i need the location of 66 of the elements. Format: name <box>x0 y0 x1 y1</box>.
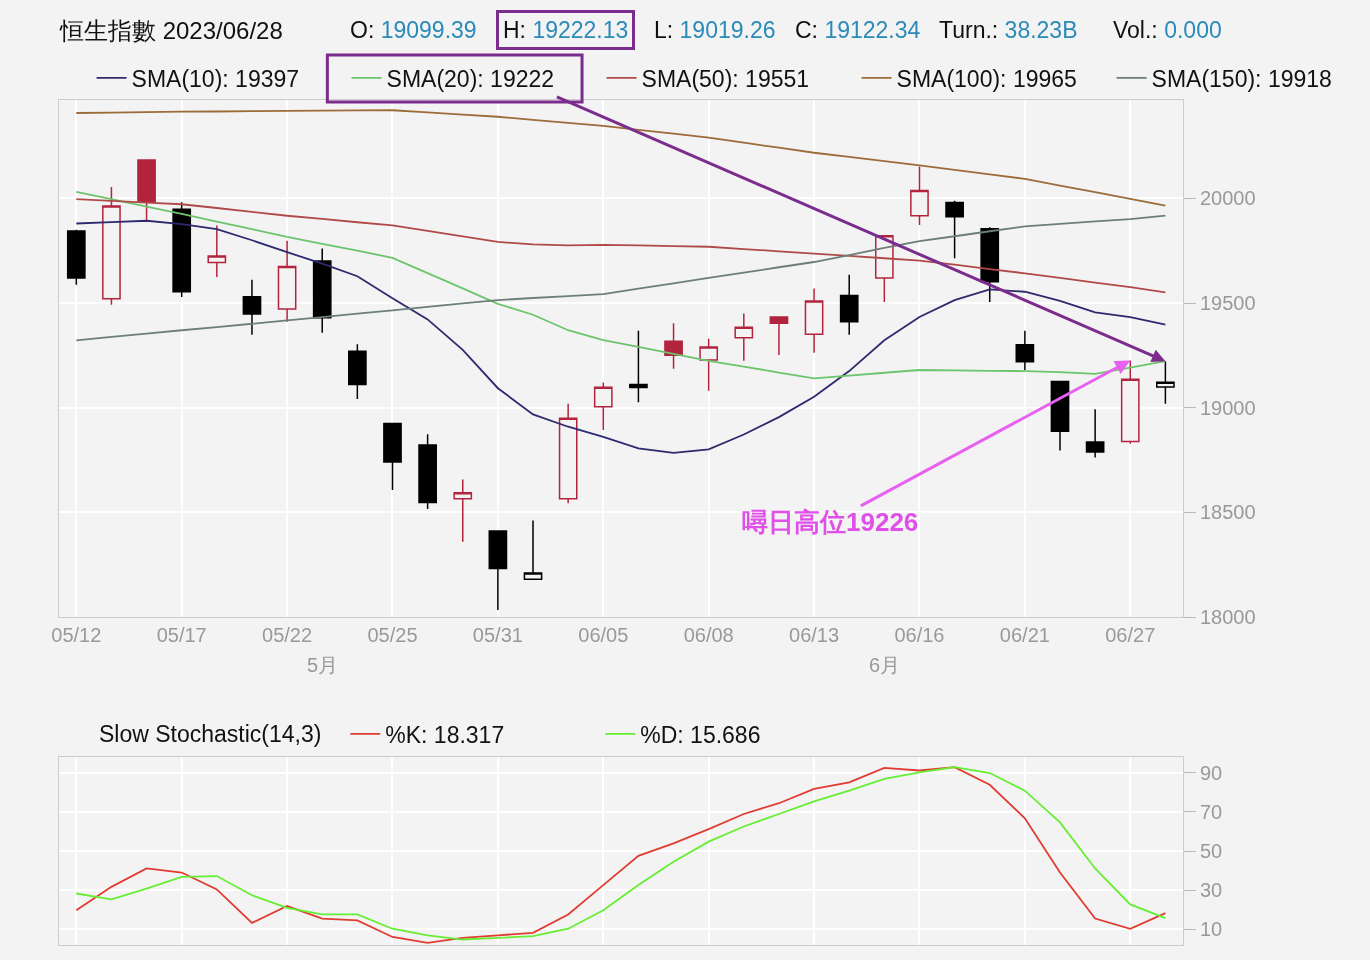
candlestick <box>1085 408 1105 459</box>
candlestick <box>137 159 156 223</box>
x-tick-label: 05/25 <box>367 624 418 646</box>
candlestick <box>664 322 683 370</box>
candlestick <box>383 422 402 491</box>
candlestick <box>945 199 964 259</box>
text: L: 19019.26 <box>654 17 776 43</box>
x-tick-label: 06/21 <box>999 624 1050 646</box>
text: Turn.: 38.23B <box>939 17 1078 43</box>
candlestick <box>1156 360 1175 405</box>
annotation: 噚日高位19226 <box>742 507 919 537</box>
legend-label: SMA(20): 19222 <box>386 65 555 92</box>
y-tick-label: 18000 <box>1199 606 1256 628</box>
x-tick-label: 06/27 <box>1105 624 1156 646</box>
text: C: 19122.34 <box>795 17 921 43</box>
candlestick <box>348 343 367 400</box>
y-tick-label: 18500 <box>1199 501 1256 524</box>
candlestick <box>769 316 789 356</box>
x-tick-label: 06/16 <box>894 624 945 646</box>
text: 6月 <box>869 654 901 676</box>
candlestick <box>980 226 1000 303</box>
line-series <box>75 109 1167 207</box>
text: 5月 <box>307 654 339 676</box>
candlestick <box>1015 330 1035 371</box>
y-tick-label: 10 <box>1199 918 1223 941</box>
y-tick-label: 90 <box>1199 761 1223 784</box>
chart-title: 恒生指數 2023/06/28 <box>59 17 283 44</box>
text: H: 19222.13 <box>503 17 629 43</box>
candlestick <box>242 279 262 336</box>
legend-label: SMA(10): 19397 <box>131 65 300 92</box>
x-tick-label: 06/13 <box>789 624 840 646</box>
candlestick <box>839 274 859 336</box>
y-tick-label: 50 <box>1199 840 1223 862</box>
y-tick-label: 30 <box>1199 879 1223 902</box>
legend-label: SMA(150): 19918 <box>1151 65 1332 92</box>
candlestick <box>1050 380 1070 452</box>
chart-title: Slow Stochastic(14,3) <box>99 721 322 747</box>
candlestick <box>66 229 86 286</box>
candlestick <box>488 530 508 611</box>
candlestick <box>418 433 437 510</box>
y-tick-label: 19500 <box>1199 292 1256 315</box>
y-tick-label: 20000 <box>1199 187 1256 210</box>
y-tick-label: 19000 <box>1199 396 1256 419</box>
legend-label: SMA(50): 19551 <box>641 65 810 92</box>
x-tick-label: 05/31 <box>472 624 523 646</box>
text: Vol.: 0.000 <box>1113 17 1222 43</box>
line-series <box>75 214 1167 342</box>
candlestick <box>629 330 648 403</box>
x-tick-label: 05/17 <box>156 624 207 646</box>
y-tick-label: 70 <box>1199 800 1223 823</box>
legend-label: SMA(100): 19965 <box>896 65 1077 92</box>
legend-label: %K: 18.317 <box>385 721 505 748</box>
x-tick-label: 05/22 <box>262 624 313 646</box>
candlestick <box>523 519 543 581</box>
line-series <box>75 190 1167 380</box>
line-series <box>75 198 1167 294</box>
text: O: 19099.39 <box>350 17 477 43</box>
x-tick-label: 06/08 <box>683 624 734 646</box>
line-series <box>75 219 1167 454</box>
x-tick-label: 05/12 <box>51 624 102 646</box>
candlestick <box>207 224 227 278</box>
candlestick <box>734 312 754 362</box>
candlestick <box>172 201 192 298</box>
candlestick <box>312 247 332 334</box>
x-tick-label: 06/05 <box>578 624 629 646</box>
legend-label: %D: 15.686 <box>640 721 761 748</box>
